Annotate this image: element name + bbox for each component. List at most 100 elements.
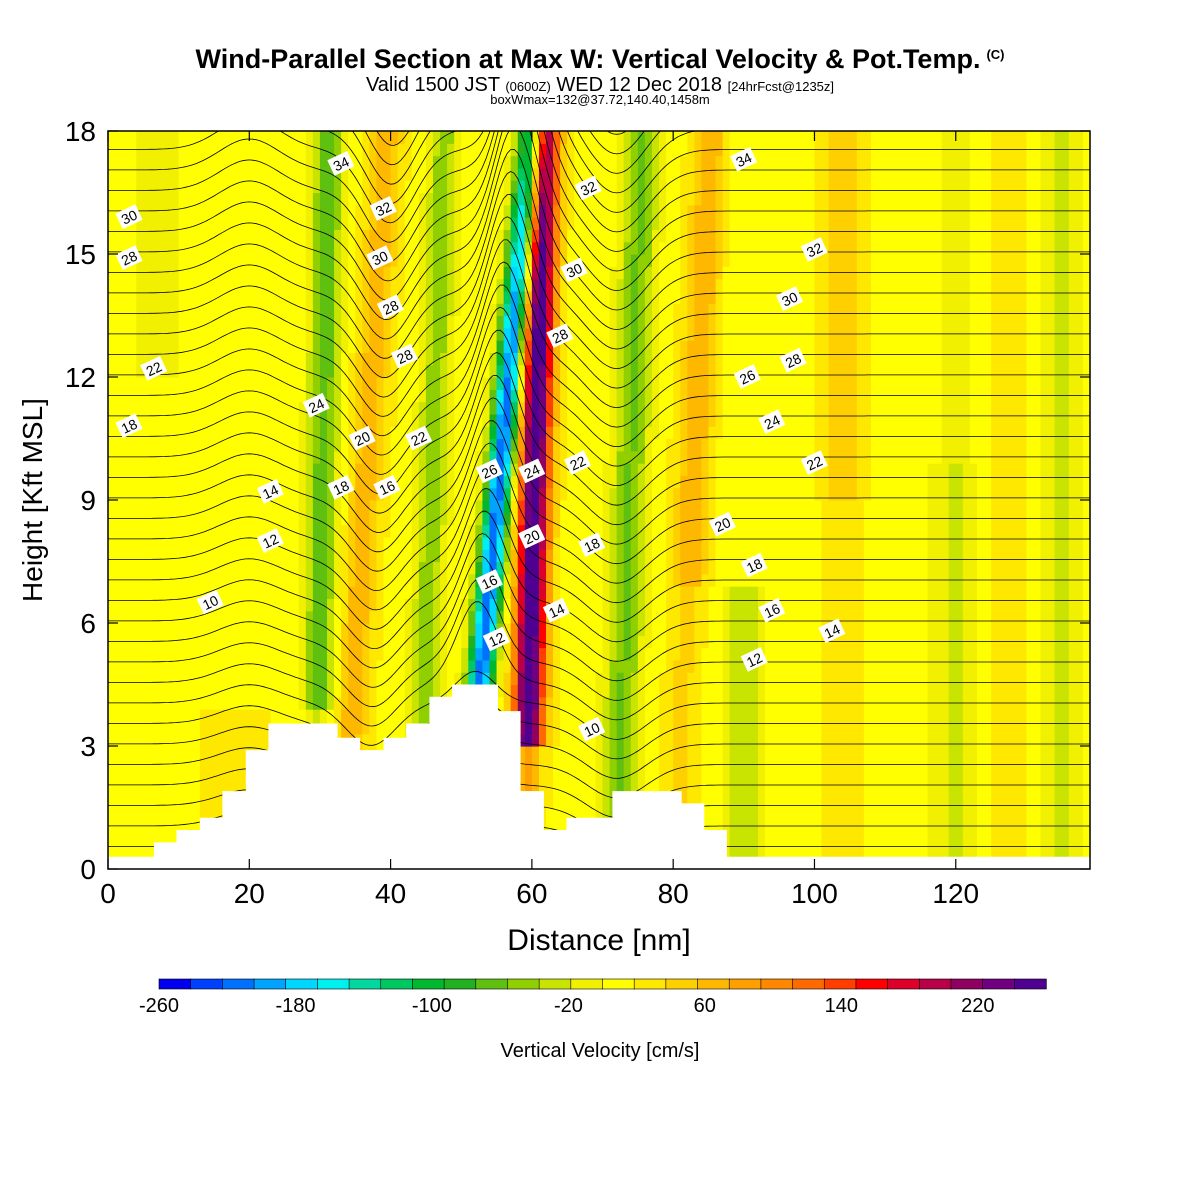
velocity-cell [319, 463, 328, 476]
velocity-cell [213, 204, 222, 218]
velocity-cell [616, 413, 625, 427]
velocity-cell [623, 167, 632, 181]
velocity-cell [574, 217, 582, 230]
velocity-cell [150, 290, 159, 304]
velocity-cell [249, 377, 257, 390]
velocity-cell [531, 377, 540, 390]
velocity-cell [538, 389, 547, 403]
velocity-cell [298, 561, 307, 575]
velocity-cell [418, 143, 427, 157]
velocity-cell [348, 401, 356, 415]
velocity-cell [432, 389, 441, 403]
velocity-cell [157, 413, 166, 427]
velocity-cell [425, 278, 434, 292]
velocity-cell [524, 647, 533, 661]
velocity-cell [319, 610, 328, 624]
velocity-cell [687, 561, 695, 575]
velocity-cell [192, 327, 201, 341]
velocity-cell [553, 290, 561, 304]
velocity-cell [312, 512, 321, 526]
velocity-cell [164, 413, 173, 427]
velocity-cell [489, 623, 498, 636]
velocity-cell [644, 672, 653, 686]
velocity-cell [524, 377, 533, 390]
velocity-cell [206, 573, 215, 587]
velocity-cell [164, 192, 173, 206]
velocity-cell [284, 561, 293, 575]
velocity-cell [538, 401, 547, 415]
velocity-cell [447, 364, 455, 378]
velocity-cell [129, 746, 137, 759]
velocity-cell [369, 266, 378, 280]
velocity-cell [383, 401, 392, 415]
velocity-cell [496, 549, 505, 563]
velocity-cell [496, 413, 505, 427]
velocity-cell [630, 315, 639, 329]
velocity-cell [411, 364, 420, 378]
velocity-cell [235, 327, 243, 341]
velocity-cell [644, 770, 653, 784]
velocity-cell [319, 155, 328, 169]
velocity-cell [108, 438, 116, 452]
velocity-cell [574, 155, 582, 169]
velocity-cell [348, 721, 356, 735]
velocity-cell [531, 659, 540, 673]
velocity-cell [355, 709, 363, 722]
velocity-cell [171, 143, 180, 157]
velocity-cell [319, 352, 328, 366]
velocity-cell [327, 536, 335, 550]
velocity-cell [122, 487, 130, 501]
velocity-cell [362, 450, 370, 464]
velocity-cell [404, 303, 413, 317]
velocity-cell [136, 549, 144, 563]
velocity-cell [425, 155, 434, 169]
velocity-cell [334, 684, 342, 698]
velocity-cell [404, 413, 413, 427]
velocity-cell [538, 672, 547, 686]
velocity-cell [242, 475, 250, 489]
velocity-cell [157, 254, 166, 267]
velocity-cell [115, 709, 123, 722]
velocity-cell [164, 241, 173, 255]
velocity-cell [305, 377, 314, 390]
velocity-cell [277, 327, 286, 341]
velocity-cell [192, 266, 201, 280]
velocity-cell [369, 536, 378, 550]
velocity-cell [567, 426, 575, 440]
velocity-cell [503, 278, 512, 292]
velocity-cell [666, 684, 674, 698]
velocity-cell [447, 254, 455, 267]
velocity-cell [609, 500, 618, 513]
velocity-cell [510, 241, 519, 255]
velocity-cell [680, 659, 688, 673]
velocity-cell [659, 438, 667, 452]
velocity-cell [546, 340, 554, 353]
velocity-cell [680, 684, 688, 698]
velocity-cell [221, 204, 229, 218]
velocity-cell [694, 758, 703, 772]
velocity-cell [164, 770, 173, 784]
velocity-cell [284, 696, 293, 710]
velocity-cell [588, 155, 597, 169]
velocity-cell [185, 721, 194, 735]
velocity-cell [503, 487, 512, 501]
velocity-cell [312, 340, 321, 353]
velocity-cell [560, 782, 568, 796]
velocity-cell [256, 635, 265, 649]
velocity-cell [432, 536, 441, 550]
velocity-cell [588, 733, 597, 747]
velocity-cell [277, 340, 286, 353]
velocity-cell [319, 192, 328, 206]
velocity-cell [425, 684, 434, 698]
velocity-cell [164, 635, 173, 649]
velocity-cell [609, 327, 618, 341]
velocity-cell [256, 623, 265, 636]
velocity-cell [171, 512, 180, 526]
velocity-cell [616, 696, 625, 710]
velocity-cell [659, 758, 667, 772]
velocity-cell [122, 610, 130, 624]
velocity-cell [644, 586, 653, 599]
velocity-cell [637, 659, 646, 673]
velocity-cell [122, 180, 130, 194]
velocity-cell [213, 438, 222, 452]
